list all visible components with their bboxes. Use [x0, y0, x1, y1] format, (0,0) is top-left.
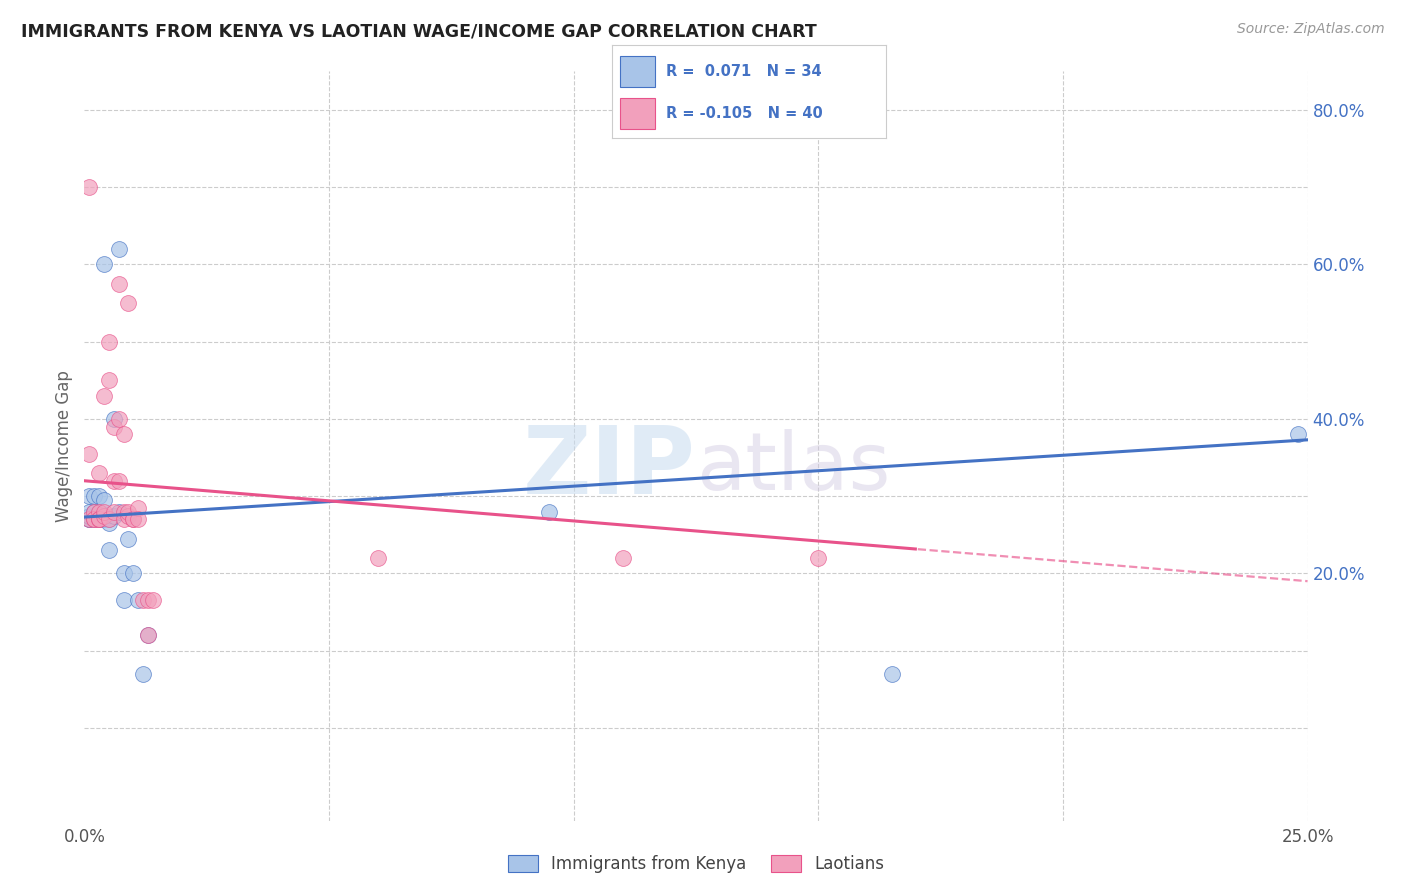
- Text: ZIP: ZIP: [523, 423, 696, 515]
- Point: [87, 505, 110, 519]
- Point: [87, 512, 110, 526]
- Point: [132, 593, 155, 607]
- Point: [83, 512, 105, 526]
- Point: [77, 489, 100, 503]
- Point: [77, 512, 100, 526]
- Point: [112, 427, 135, 442]
- Point: [83, 505, 105, 519]
- Point: [83, 489, 105, 503]
- Point: [127, 593, 149, 607]
- Point: [87, 512, 110, 526]
- Text: R = -0.105   N = 40: R = -0.105 N = 40: [666, 106, 823, 121]
- Point: [93, 257, 115, 271]
- Point: [122, 512, 145, 526]
- Point: [117, 505, 139, 519]
- Point: [107, 505, 129, 519]
- Point: [83, 512, 105, 526]
- Point: [93, 505, 115, 519]
- Point: [880, 666, 903, 681]
- Point: [83, 505, 105, 519]
- Point: [107, 412, 129, 426]
- Point: [612, 551, 634, 566]
- Point: [122, 566, 145, 581]
- Point: [103, 474, 125, 488]
- Point: [1286, 427, 1309, 442]
- Point: [77, 180, 100, 194]
- Point: [93, 508, 115, 523]
- Point: [83, 512, 105, 526]
- Point: [87, 512, 110, 526]
- Y-axis label: Wage/Income Gap: Wage/Income Gap: [55, 370, 73, 522]
- Point: [117, 296, 139, 310]
- Text: atlas: atlas: [696, 429, 890, 508]
- Legend: Immigrants from Kenya, Laotians: Immigrants from Kenya, Laotians: [501, 848, 891, 880]
- Point: [112, 512, 135, 526]
- Point: [136, 628, 159, 642]
- Point: [87, 508, 110, 523]
- Text: IMMIGRANTS FROM KENYA VS LAOTIAN WAGE/INCOME GAP CORRELATION CHART: IMMIGRANTS FROM KENYA VS LAOTIAN WAGE/IN…: [21, 22, 817, 40]
- Point: [117, 508, 139, 523]
- Point: [112, 593, 135, 607]
- Point: [93, 508, 115, 523]
- Point: [83, 508, 105, 523]
- Point: [107, 474, 129, 488]
- Point: [97, 543, 120, 558]
- Point: [127, 512, 149, 526]
- Point: [103, 412, 125, 426]
- Text: R =  0.071   N = 34: R = 0.071 N = 34: [666, 64, 823, 78]
- Point: [97, 516, 120, 531]
- Point: [87, 505, 110, 519]
- Point: [87, 466, 110, 480]
- Point: [77, 508, 100, 523]
- Point: [103, 508, 125, 523]
- Point: [112, 566, 135, 581]
- Point: [93, 389, 115, 403]
- Point: [107, 277, 129, 291]
- Point: [122, 512, 145, 526]
- Point: [127, 500, 149, 515]
- Point: [103, 419, 125, 434]
- Bar: [620, 98, 655, 129]
- Point: [77, 512, 100, 526]
- Text: Source: ZipAtlas.com: Source: ZipAtlas.com: [1237, 22, 1385, 37]
- Point: [367, 551, 389, 566]
- Point: [97, 373, 120, 387]
- Point: [77, 512, 100, 526]
- Point: [93, 512, 115, 526]
- Point: [132, 666, 155, 681]
- Point: [87, 489, 110, 503]
- Point: [77, 505, 100, 519]
- Point: [97, 334, 120, 349]
- Point: [538, 505, 561, 519]
- Point: [97, 512, 120, 526]
- Point: [142, 593, 165, 607]
- Bar: [620, 56, 655, 87]
- Point: [87, 512, 110, 526]
- Point: [107, 242, 129, 256]
- Point: [807, 551, 830, 566]
- Point: [93, 493, 115, 508]
- Point: [112, 505, 135, 519]
- Point: [136, 628, 159, 642]
- Point: [77, 447, 100, 461]
- Point: [136, 593, 159, 607]
- Point: [97, 512, 120, 526]
- Point: [103, 505, 125, 519]
- Point: [117, 532, 139, 546]
